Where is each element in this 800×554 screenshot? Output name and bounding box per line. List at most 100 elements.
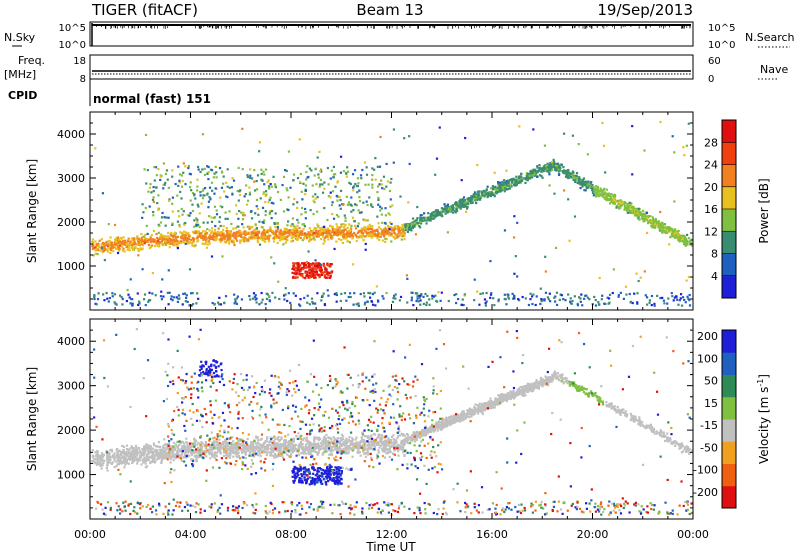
power-cell-speck	[258, 243, 262, 246]
power-cell-speck	[184, 242, 187, 245]
power-cell-noise	[473, 299, 476, 302]
power-cell	[356, 236, 359, 239]
power-cell	[395, 233, 398, 236]
power-cell	[107, 243, 110, 246]
power-cell	[315, 227, 318, 230]
power-cell	[351, 233, 354, 236]
power-cell	[333, 231, 336, 234]
power-cell-noise	[564, 299, 567, 302]
power-cell	[483, 195, 486, 198]
velocity-cell	[462, 418, 465, 421]
power-cell	[474, 198, 478, 201]
power-cell-sparse	[339, 189, 343, 192]
power-cell-noise	[607, 302, 610, 305]
power-cell	[654, 217, 657, 221]
power-cell-sparse	[178, 215, 181, 218]
velocity-cell	[237, 451, 240, 455]
power-cell-sparse	[276, 226, 279, 229]
power-cell-sparse	[296, 176, 300, 180]
power-cell	[303, 233, 307, 236]
power-cell	[233, 243, 236, 247]
power-cell	[331, 225, 334, 228]
power-cell	[635, 207, 638, 211]
velocity-cell	[324, 445, 327, 448]
power-cell	[239, 230, 242, 233]
power-cell	[657, 221, 660, 224]
power-cell	[149, 236, 152, 239]
power-cell	[683, 237, 686, 241]
power-cell	[137, 249, 140, 253]
power-cell-sparse	[215, 209, 218, 212]
power-cell	[234, 237, 238, 240]
power-cell	[518, 180, 521, 184]
power-cell-strong	[312, 268, 315, 271]
power-cell	[566, 172, 569, 175]
power-cell	[583, 182, 587, 185]
power-cell	[379, 227, 382, 230]
power-cell	[643, 217, 646, 221]
power-cell	[293, 225, 296, 228]
power-cell-strong	[292, 262, 295, 265]
power-cell	[262, 235, 265, 239]
velocity-cell	[448, 416, 451, 419]
power-cell-sparse	[191, 209, 195, 213]
power-cell-sparse	[256, 207, 260, 211]
power-cell	[612, 199, 615, 202]
velocity-cell	[148, 455, 151, 458]
power-cell-sparse	[281, 183, 284, 187]
power-cell	[282, 233, 285, 237]
power-cell	[564, 175, 568, 178]
colorbar-segment	[722, 120, 736, 143]
power-cell-speck	[392, 161, 395, 164]
power-cell	[416, 216, 419, 220]
power-cell	[218, 231, 221, 234]
power-cell	[535, 172, 538, 175]
power-cell-noise	[371, 292, 375, 296]
power-cell	[312, 236, 315, 240]
power-cell	[308, 240, 311, 243]
power-cell-noise	[167, 303, 170, 306]
colorbar-tick-label: 28	[704, 136, 718, 149]
power-cell	[554, 168, 557, 171]
power-cell-speck	[126, 288, 129, 292]
power-cell	[558, 172, 561, 175]
power-cell	[177, 241, 180, 244]
power-cell	[683, 241, 686, 244]
power-cell-speck	[685, 144, 688, 147]
power-cell	[477, 190, 481, 193]
power-cell-sparse	[268, 198, 271, 202]
power-cell-noise	[625, 293, 628, 296]
power-cell	[530, 173, 533, 176]
power-cell-strong	[313, 262, 316, 265]
power-cell	[346, 240, 350, 243]
nsky-tick-bottom: 10^0	[59, 40, 86, 51]
power-cell-sparse	[291, 223, 294, 226]
power-cell	[235, 239, 239, 242]
power-cell-sparse	[164, 172, 168, 176]
power-cell-speck	[206, 165, 209, 168]
velocity-cell	[468, 409, 471, 412]
power-cell-sparse	[388, 213, 391, 216]
power-cell	[370, 227, 374, 230]
power-cell	[415, 221, 419, 224]
power-cell	[538, 164, 541, 167]
power-cell-speck	[199, 194, 202, 197]
velocity-cell	[468, 407, 471, 410]
velocity-cell	[535, 379, 538, 382]
power-cell	[170, 231, 173, 235]
power-cell	[496, 181, 500, 184]
velocity-cell	[263, 445, 266, 448]
power-cell-speck	[151, 272, 154, 275]
power-cell-speck	[592, 194, 595, 197]
power-cell-noise	[560, 294, 563, 297]
power-cell	[109, 248, 113, 252]
power-cell-noise	[97, 292, 100, 295]
power-cell	[229, 233, 232, 236]
power-cell	[539, 174, 542, 177]
power-cell-noise	[185, 296, 188, 300]
power-cell	[288, 230, 291, 233]
power-cell-noise	[252, 292, 256, 295]
power-cell-speck	[539, 287, 542, 290]
power-cell	[411, 221, 414, 224]
power-cell-noise	[644, 294, 647, 297]
